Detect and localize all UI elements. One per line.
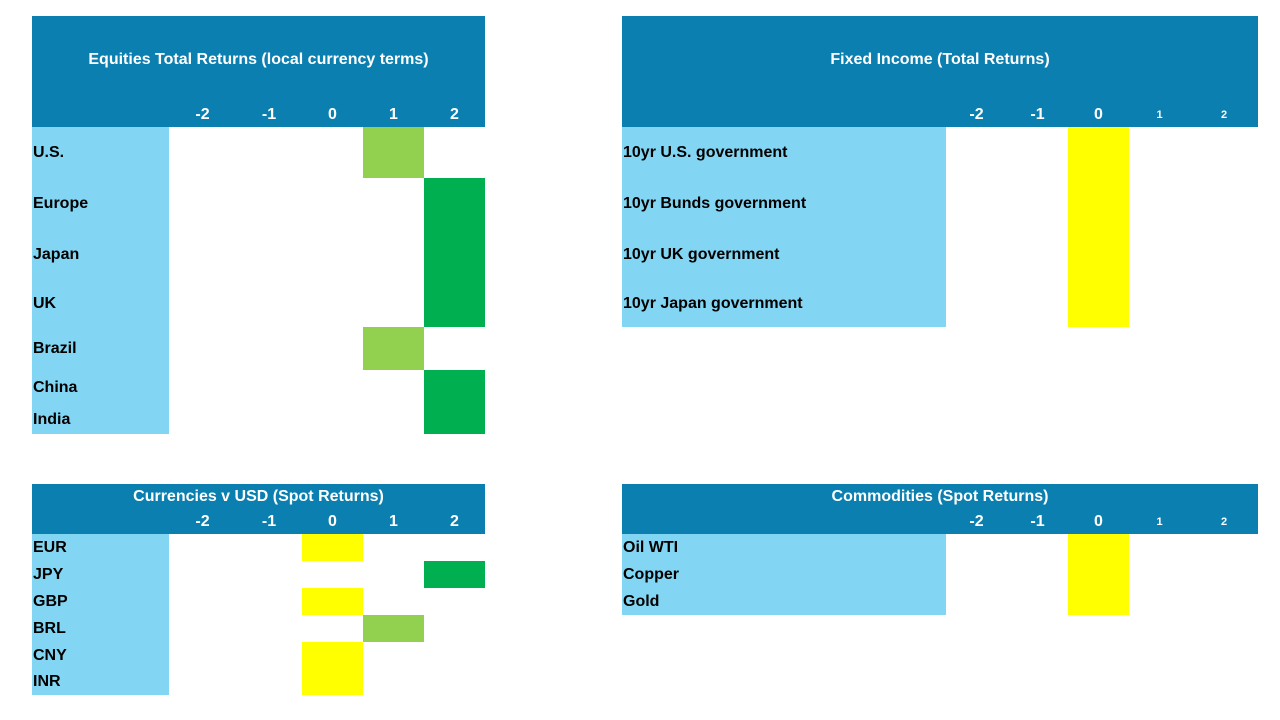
panel-header (622, 484, 1258, 534)
panel-header (622, 16, 1258, 127)
score-cell (1068, 280, 1129, 327)
row-label: BRL (32, 615, 169, 642)
panel-title: Currencies v USD (Spot Returns) (133, 488, 384, 505)
score-cell (363, 615, 424, 642)
panel-header (32, 16, 485, 127)
column-label: -1 (1030, 106, 1045, 123)
column-label: 1 (1156, 516, 1163, 528)
column-label: -2 (969, 106, 984, 123)
row-label: China (32, 370, 169, 405)
score-cell (424, 405, 485, 434)
column-label: -2 (195, 513, 210, 530)
column-label: 2 (450, 513, 459, 530)
panel-header (32, 484, 485, 534)
panel-title: Commodities (Spot Returns) (831, 488, 1049, 505)
score-cell (1068, 178, 1129, 230)
row-label: Gold (622, 588, 946, 615)
row-label: U.S. (32, 127, 169, 178)
panel-title: Fixed Income (Total Returns) (830, 51, 1050, 68)
score-cell (1068, 534, 1129, 561)
column-label: 1 (1156, 109, 1163, 121)
column-label: -1 (261, 513, 277, 530)
score-cell (1068, 127, 1129, 178)
column-label: 0 (328, 513, 337, 530)
row-label: Japan (32, 230, 169, 280)
score-cell (424, 178, 485, 230)
score-cell (424, 370, 485, 405)
score-cell (302, 669, 363, 695)
row-label: CNY (32, 642, 169, 669)
score-cell (424, 230, 485, 280)
score-cell (363, 127, 424, 178)
score-cell (1068, 588, 1129, 615)
panel-title: Equities Total Returns (local currency t… (88, 51, 429, 68)
row-label: UK (32, 280, 169, 327)
column-label: 2 (450, 106, 459, 123)
score-cell (302, 534, 363, 561)
row-label: INR (32, 669, 169, 695)
row-label: Copper (622, 561, 946, 588)
row-label: Brazil (32, 327, 169, 370)
row-label: 10yr Japan government (622, 280, 946, 327)
score-cell (424, 561, 485, 588)
column-label: -2 (195, 106, 210, 123)
column-label: 1 (389, 513, 398, 530)
row-label: 10yr UK government (622, 230, 946, 280)
score-cell (302, 642, 363, 669)
column-label: 0 (328, 106, 337, 123)
column-label: -1 (261, 106, 277, 123)
row-label: JPY (32, 561, 169, 588)
column-label: 2 (1220, 516, 1228, 528)
row-label: 10yr U.S. government (622, 127, 946, 178)
row-label: GBP (32, 588, 169, 615)
row-label: 10yr Bunds government (622, 178, 946, 230)
row-label: EUR (32, 534, 169, 561)
column-label: 0 (1094, 513, 1103, 530)
row-label: Europe (32, 178, 169, 230)
column-label: -2 (969, 513, 984, 530)
score-cell (424, 280, 485, 327)
column-label: -1 (1030, 513, 1045, 530)
column-label: 2 (1220, 109, 1228, 121)
row-label: Oil WTI (622, 534, 946, 561)
score-cell (363, 327, 424, 370)
row-label: India (32, 405, 169, 434)
score-cell (302, 588, 363, 615)
column-label: 0 (1094, 106, 1103, 123)
score-cell (1068, 230, 1129, 280)
score-cell (1068, 561, 1129, 588)
column-label: 1 (389, 106, 398, 123)
